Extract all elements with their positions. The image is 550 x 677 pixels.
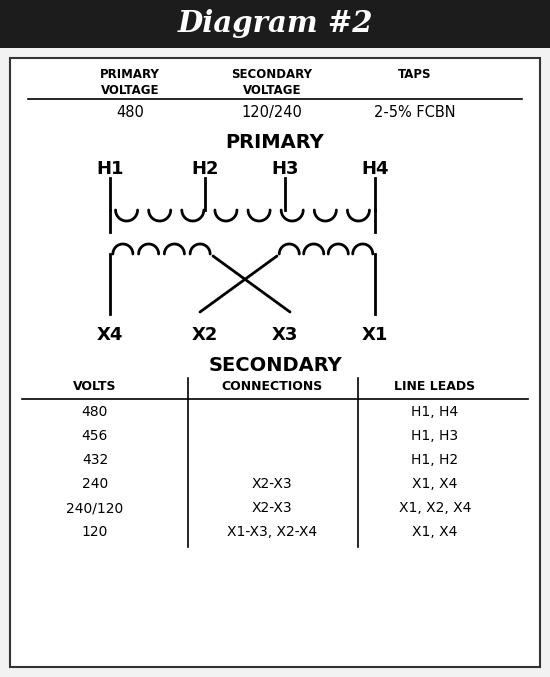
- Text: X4: X4: [97, 326, 123, 344]
- Text: SECONDARY
VOLTAGE: SECONDARY VOLTAGE: [232, 68, 312, 97]
- Text: X1, X4: X1, X4: [412, 525, 458, 539]
- Text: H1: H1: [96, 160, 124, 178]
- Text: 2-5% FCBN: 2-5% FCBN: [374, 105, 456, 120]
- Text: VOLTS: VOLTS: [73, 380, 117, 393]
- Text: 480: 480: [116, 105, 144, 120]
- Text: 240: 240: [82, 477, 108, 491]
- Bar: [10, 58, 540, 667]
- Text: 432: 432: [82, 453, 108, 467]
- Text: 480: 480: [82, 405, 108, 419]
- Text: 240/120: 240/120: [67, 501, 124, 515]
- Text: H1, H2: H1, H2: [411, 453, 459, 467]
- Text: H2: H2: [191, 160, 219, 178]
- Text: X3: X3: [272, 326, 298, 344]
- Text: Diagram #2: Diagram #2: [177, 9, 373, 39]
- Text: X1, X4: X1, X4: [412, 477, 458, 491]
- Bar: [0, 0, 550, 48]
- Text: CONNECTIONS: CONNECTIONS: [221, 380, 323, 393]
- Text: TAPS: TAPS: [398, 68, 432, 81]
- Text: PRIMARY
VOLTAGE: PRIMARY VOLTAGE: [100, 68, 160, 97]
- Text: LINE LEADS: LINE LEADS: [394, 380, 476, 393]
- Text: X2-X3: X2-X3: [252, 501, 292, 515]
- Text: H1, H3: H1, H3: [411, 429, 459, 443]
- Text: 120: 120: [82, 525, 108, 539]
- Text: 120/240: 120/240: [241, 105, 302, 120]
- Text: H4: H4: [361, 160, 389, 178]
- Text: SECONDARY: SECONDARY: [208, 356, 342, 375]
- Text: X1, X2, X4: X1, X2, X4: [399, 501, 471, 515]
- Text: 456: 456: [82, 429, 108, 443]
- Text: H3: H3: [271, 160, 299, 178]
- Text: X2: X2: [192, 326, 218, 344]
- Text: H1, H4: H1, H4: [411, 405, 459, 419]
- Text: X2-X3: X2-X3: [252, 477, 292, 491]
- Text: X1-X3, X2-X4: X1-X3, X2-X4: [227, 525, 317, 539]
- Text: PRIMARY: PRIMARY: [226, 133, 324, 152]
- Text: X1: X1: [362, 326, 388, 344]
